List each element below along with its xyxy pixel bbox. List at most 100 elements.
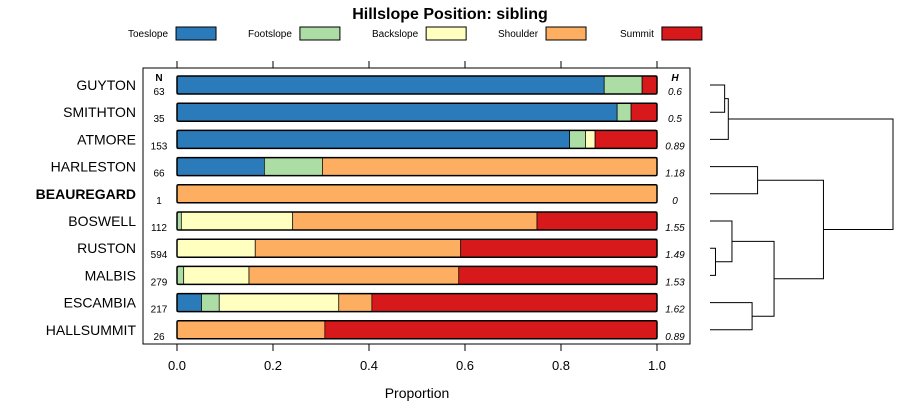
legend-swatch-toeslope — [175, 26, 217, 41]
dendrogram-branch — [710, 98, 729, 140]
n-value-boswell: 112 — [151, 223, 167, 234]
n-value-guyton: 63 — [153, 87, 165, 98]
bar-rows: GUYTON 63 0.6 SMITHTON 35 0.5 ATMORE 153 0.89 HAR… — [36, 75, 685, 343]
x-tick-label: 1.0 — [648, 358, 666, 373]
x-tick-label: 0.8 — [552, 358, 570, 373]
bar-guyton-footslope — [603, 75, 643, 95]
bar-ruston-backslope — [176, 238, 256, 258]
site-label-boswell: BOSWELL — [68, 213, 136, 229]
bar-escambia-summit — [371, 293, 658, 312]
n-value-smithton: 35 — [153, 114, 165, 125]
dendrogram-branch — [710, 220, 733, 263]
bar-escambia-footslope — [201, 293, 220, 312]
n-value-beauregard: 1 — [156, 196, 162, 207]
bar-escambia-backslope — [218, 293, 340, 312]
h-value-beauregard: 0 — [672, 196, 678, 207]
x-axis: 0.0 0.2 0.4 0.6 0.8 1.0 — [168, 61, 666, 373]
bar-malbis-footslope — [176, 266, 185, 285]
legend-label-shoulder: Shoulder — [498, 29, 539, 40]
site-label-escambia: ESCAMBIA — [64, 295, 137, 311]
n-column-header: N — [155, 73, 162, 84]
legend-swatch-footslope — [299, 26, 341, 41]
legend-swatch-shoulder — [545, 26, 587, 41]
dendrogram-branch — [731, 240, 775, 317]
site-label-hallsummit: HALLSUMMIT — [46, 322, 137, 338]
dendrogram — [710, 84, 894, 331]
bar-ruston-shoulder — [254, 238, 462, 258]
bar-outline-guyton — [176, 75, 658, 95]
n-value-malbis: 279 — [151, 277, 168, 288]
h-value-guyton: 0.6 — [668, 87, 682, 98]
n-value-harleston: 66 — [153, 169, 165, 180]
legend-swatch-summit — [661, 26, 703, 41]
x-tick-label: 0.2 — [264, 358, 282, 373]
site-label-harleston: HARLESTON — [51, 159, 136, 175]
dendrogram-branch — [710, 166, 759, 195]
h-value-atmore: 0.89 — [665, 141, 685, 152]
x-axis-title: Proportion — [385, 385, 450, 401]
legend-label-backslope: Backslope — [372, 29, 419, 40]
bar-boswell-shoulder — [292, 211, 538, 231]
bar-atmore-toeslope — [176, 130, 570, 149]
bar-hallsummit-summit — [324, 320, 658, 340]
bar-ruston-summit — [460, 238, 658, 258]
plot-frame — [142, 67, 691, 345]
legend-label-toeslope: Toeslope — [128, 29, 168, 40]
bar-atmore-footslope — [569, 130, 586, 149]
n-value-escambia: 217 — [151, 305, 168, 316]
dendrogram-branch — [757, 179, 824, 280]
legend-label-summit: Summit — [620, 29, 654, 40]
x-tick-label: 0.6 — [456, 358, 474, 373]
bar-atmore-backslope — [585, 130, 596, 149]
h-value-ruston: 1.49 — [665, 250, 685, 261]
dendrogram-branch — [710, 247, 716, 276]
bar-outline-atmore — [176, 129, 658, 150]
legend-label-footslope: Footslope — [248, 29, 292, 40]
bar-guyton-toeslope — [176, 75, 605, 95]
site-label-beauregard: BEAUREGARD — [36, 186, 136, 202]
bar-atmore-summit — [594, 130, 658, 149]
legend-swatch-backslope — [425, 26, 467, 41]
bar-outline-hallsummit — [176, 320, 658, 340]
bar-escambia-toeslope — [176, 293, 202, 312]
bar-harleston-footslope — [264, 157, 323, 176]
x-tick-label: 0.0 — [168, 358, 186, 373]
x-tick-label: 0.4 — [360, 358, 378, 373]
n-value-hallsummit: 26 — [153, 332, 165, 343]
h-column-header: H — [671, 73, 679, 84]
bar-guyton-summit — [641, 75, 658, 95]
site-label-ruston: RUSTON — [77, 240, 136, 256]
h-value-boswell: 1.55 — [665, 223, 685, 234]
dendrogram-branch — [710, 84, 726, 113]
site-label-atmore: ATMORE — [77, 131, 136, 147]
site-label-smithton: SMITHTON — [63, 104, 136, 120]
dendrogram-branch — [728, 118, 894, 230]
bar-outline-ruston — [176, 238, 658, 258]
bar-outline-escambia — [176, 292, 658, 313]
bar-boswell-summit — [536, 211, 658, 231]
site-label-malbis: MALBIS — [85, 267, 136, 283]
bar-beauregard-shoulder — [176, 184, 658, 204]
bar-escambia-shoulder — [338, 293, 373, 312]
h-value-escambia: 1.62 — [665, 305, 685, 316]
bar-smithton-summit — [630, 102, 658, 122]
bar-malbis-summit — [458, 266, 658, 285]
h-value-hallsummit: 0.89 — [665, 332, 685, 343]
h-value-malbis: 1.53 — [665, 277, 685, 288]
bar-outline-boswell — [176, 211, 658, 231]
dendrogram-branch — [710, 302, 753, 331]
chart-title: Hillslope Position: sibling — [352, 6, 548, 23]
n-value-ruston: 594 — [151, 250, 168, 261]
bar-outline-beauregard — [176, 184, 658, 204]
bar-outline-malbis — [176, 265, 658, 286]
bar-malbis-backslope — [183, 266, 250, 285]
bar-hallsummit-shoulder — [176, 320, 326, 340]
site-label-guyton: GUYTON — [76, 77, 136, 93]
bar-harleston-shoulder — [322, 157, 658, 176]
bar-harleston-toeslope — [176, 157, 265, 176]
bar-smithton-footslope — [616, 102, 632, 122]
bar-boswell-backslope — [180, 211, 294, 231]
h-value-harleston: 1.18 — [665, 169, 685, 180]
bar-outline-harleston — [176, 156, 658, 177]
